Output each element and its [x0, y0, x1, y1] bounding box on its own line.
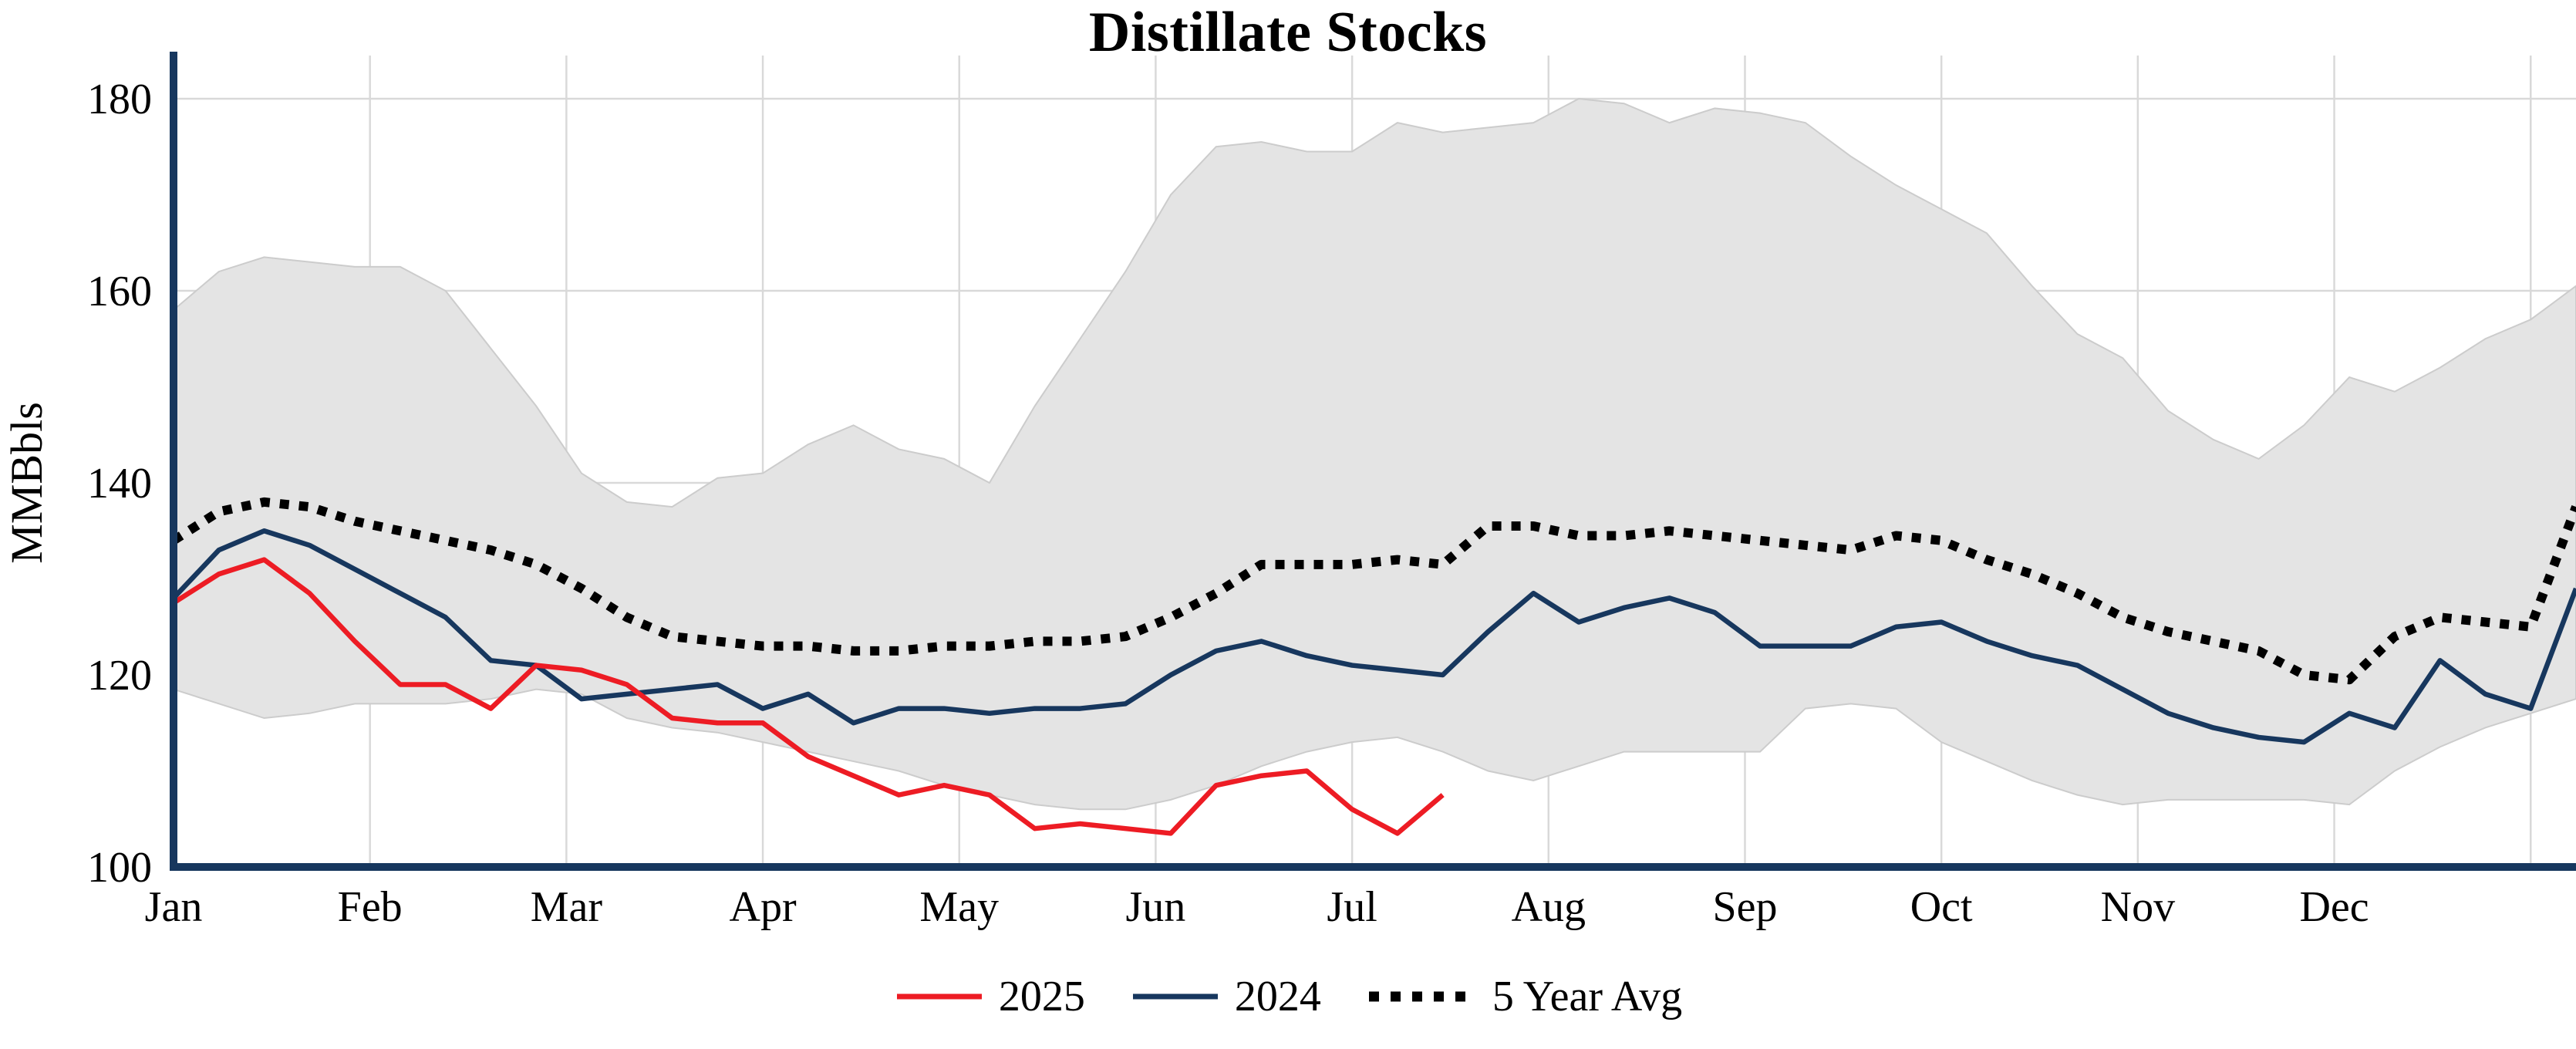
legend-label-2024: 2024	[1234, 973, 1321, 1020]
legend-line-2025-icon	[896, 993, 982, 1000]
legend-line-2024-icon	[1132, 993, 1218, 1000]
y-tick-label-140: 140	[87, 460, 152, 508]
month-label-may: May	[919, 883, 999, 931]
series-line-5-year-avg	[170, 497, 2576, 685]
y-tick-label-100: 100	[87, 844, 152, 892]
month-label-nov: Nov	[2101, 883, 2175, 931]
month-label-feb: Feb	[338, 883, 403, 931]
chart-legend: 2025 2024 5 Year Avg	[0, 972, 2576, 1021]
month-label-dec: Dec	[2299, 883, 2369, 931]
five-year-range-band	[173, 97, 2576, 811]
legend-line-5-year-avg-icon	[1368, 991, 1475, 1002]
legend-item-2024: 2024	[1130, 972, 1321, 1021]
y-tick-label-180: 180	[87, 76, 152, 123]
chart-title: Distillate Stocks	[1088, 1, 1488, 64]
legend-item-5-year-avg: 5 Year Avg	[1366, 972, 1682, 1021]
month-label-jul: Jul	[1327, 883, 1377, 931]
series-line-2024	[171, 528, 2576, 745]
month-label-aug: Aug	[1512, 883, 1586, 931]
month-label-jun: Jun	[1126, 883, 1186, 931]
series-line-2025	[172, 557, 1445, 836]
y-tick-label-120: 120	[87, 652, 152, 700]
month-label-jan: Jan	[145, 883, 203, 931]
legend-item-2025: 2025	[894, 972, 1085, 1021]
y-axis-title: MMBbls	[2, 402, 52, 564]
y-tick-label-160: 160	[87, 268, 152, 315]
month-label-oct: Oct	[1910, 883, 1973, 931]
month-label-mar: Mar	[531, 883, 603, 931]
legend-label-2025: 2025	[998, 973, 1085, 1020]
legend-label-5-year-avg: 5 Year Avg	[1492, 973, 1683, 1020]
month-label-sep: Sep	[1712, 883, 1777, 931]
month-label-apr: Apr	[730, 883, 797, 931]
